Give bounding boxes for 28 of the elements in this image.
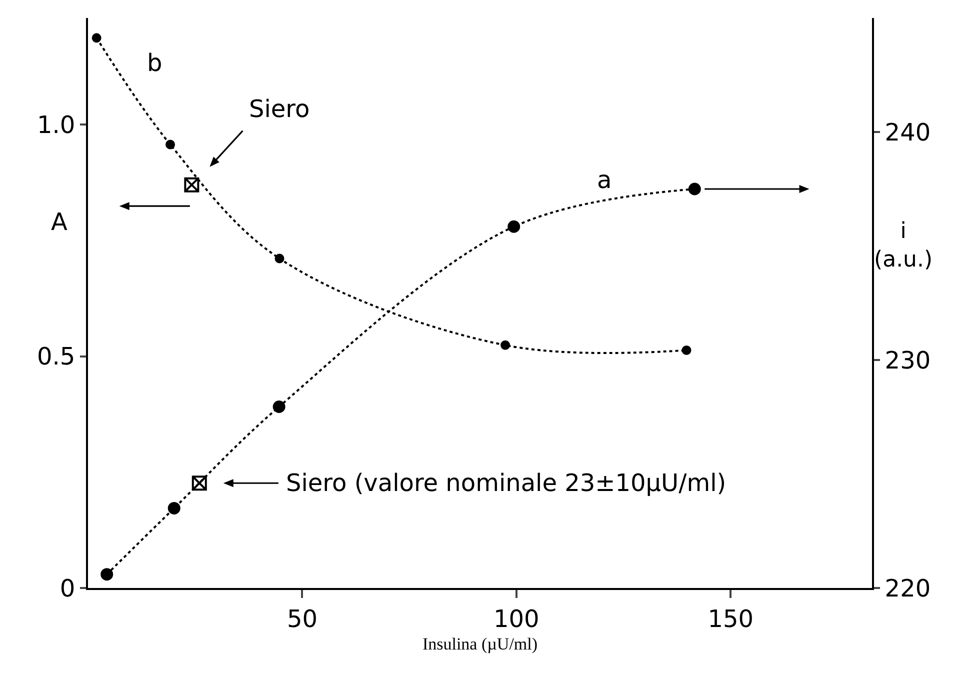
y-tick-label: 0 [60, 574, 76, 602]
series-label: b [147, 49, 162, 77]
point [184, 177, 200, 192]
point [688, 182, 701, 196]
annotation: Siero (valore nominale 23±10µU/ml) [286, 469, 726, 497]
series-label: a [597, 166, 612, 194]
y2-tick-label: 220 [884, 574, 931, 602]
point [168, 502, 180, 514]
point [100, 568, 114, 581]
point [92, 33, 102, 43]
point [500, 340, 510, 350]
annotation: Siero [249, 95, 310, 123]
point [274, 254, 284, 264]
point [682, 346, 692, 356]
x-axis-title: Insulina (µU/ml) [422, 634, 538, 654]
y2-axis-title: i (a.u.) [874, 219, 933, 273]
point [508, 220, 520, 233]
x-tick-label: 100 [494, 604, 540, 633]
point [166, 140, 176, 150]
y-axis-title: A [51, 208, 68, 236]
point [272, 400, 286, 413]
y2-tick-label: 240 [884, 118, 931, 146]
x-tick-label: 150 [708, 604, 754, 633]
y-tick-label: 1.0 [37, 110, 76, 139]
point [192, 476, 207, 491]
y-tick-label: 0.5 [37, 342, 76, 371]
x-tick-label: 50 [286, 604, 318, 633]
y2-tick-label: 230 [884, 346, 931, 374]
